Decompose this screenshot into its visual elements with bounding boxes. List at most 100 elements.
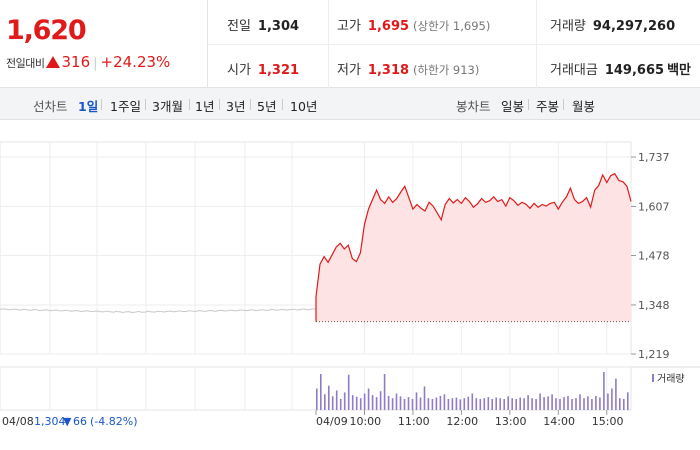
tab-weekly-candle[interactable]: 주봉 — [536, 99, 560, 114]
volume-bar — [475, 398, 478, 410]
change-value: 316 — [61, 53, 91, 71]
tab-divider — [250, 99, 251, 110]
line-chart-label: 선차트 — [33, 99, 68, 114]
volume-bar — [423, 386, 426, 410]
stat-key: 거래량 — [550, 19, 586, 34]
stat-high: 고가 1,695 (상한가 1,695) — [337, 15, 490, 34]
stat-prev-close: 전일 1,304 — [227, 15, 299, 34]
chart-period-tabs: 선차트 1일 1주일 3개월 1년 3년 5년 10년 봉차트 일봉 주봉 월봉 — [0, 88, 700, 120]
tab-1week[interactable]: 1주일 — [110, 99, 141, 114]
volume-bar — [511, 398, 513, 410]
volume-bar — [619, 398, 621, 410]
price-change: 전일대비 316 | +24.23% — [6, 53, 170, 71]
volume-bar — [499, 398, 501, 410]
stat-unit: 백만 — [667, 63, 691, 78]
candle-chart-label: 봉차트 — [456, 99, 491, 114]
volume-bar — [611, 388, 613, 410]
volume-bar — [583, 398, 585, 410]
volume-bar — [575, 398, 577, 410]
volume-bar — [563, 397, 565, 410]
volume-bar — [419, 397, 422, 410]
tab-1year[interactable]: 1년 — [195, 99, 215, 114]
volume-bar — [555, 398, 557, 410]
volume-bar — [571, 399, 573, 410]
tab-monthly-candle[interactable]: 월봉 — [572, 99, 596, 114]
y-tick-label: 1,348 — [638, 299, 670, 312]
volume-bar — [543, 397, 545, 410]
stat-open: 시가 1,321 — [227, 59, 299, 78]
volume-bar — [551, 394, 553, 410]
volume-bar — [339, 399, 342, 410]
stat-value: 149,665 — [604, 63, 665, 78]
volume-bar — [347, 374, 350, 410]
stat-value: 94,297,260 — [592, 19, 676, 34]
volume-bar — [495, 397, 497, 410]
volume-bar — [439, 395, 442, 410]
y-tick-label: 1,478 — [638, 250, 670, 263]
volume-bar — [579, 394, 581, 410]
y-axis: 1,737 1,607 1,478 1,348 1,219 — [631, 151, 670, 361]
volume-bar — [623, 399, 625, 410]
stat-trade-value: 거래대금 149,665 백만 — [550, 59, 691, 78]
y-tick-label: 1,607 — [638, 200, 670, 213]
volume-bar — [443, 394, 446, 410]
tab-daily-candle[interactable]: 일봉 — [501, 99, 525, 114]
volume-bar — [411, 399, 414, 410]
volume-bar — [359, 398, 362, 410]
tab-10year[interactable]: 10년 — [290, 99, 318, 114]
x-tick-label: 04/09 — [316, 415, 348, 428]
volume-bar — [399, 396, 402, 410]
volume-bar — [367, 388, 370, 410]
x-tick-label: 13:00 — [495, 415, 527, 428]
tab-divider — [563, 99, 564, 110]
stat-key: 전일 — [227, 19, 251, 34]
quote-panel: 1,620 전일대비 316 | +24.23% 전일 1,304 고가 1,695 (상한… — [0, 0, 700, 88]
stat-key: 고가 — [337, 19, 361, 34]
volume-bar — [343, 392, 346, 410]
tab-3year[interactable]: 3년 — [226, 99, 246, 114]
volume-bar — [523, 398, 525, 410]
volume-bar — [595, 395, 597, 410]
change-label: 전일대비 — [6, 57, 45, 70]
tab-3month[interactable]: 3개월 — [152, 99, 183, 114]
volume-bar — [451, 398, 454, 410]
tab-divider — [219, 99, 220, 110]
stat-low: 저가 1,318 (하한가 913) — [337, 59, 479, 78]
y-tick-label: 1,219 — [638, 348, 670, 361]
volume-bar — [515, 399, 517, 410]
volume-bar — [535, 399, 537, 410]
row-divider — [208, 44, 700, 45]
prev-day-close: 1,304 — [34, 415, 66, 428]
volume-bar — [375, 397, 378, 410]
volume-bar — [559, 399, 561, 410]
x-tick-label: 11:00 — [398, 415, 430, 428]
volume-bar — [415, 392, 418, 410]
tab-1day[interactable]: 1일 — [78, 99, 99, 114]
x-tick-label: 14:00 — [543, 415, 575, 428]
volume-bar — [491, 399, 493, 410]
prev-day-date: 04/08 — [2, 415, 34, 428]
volume-bar — [615, 378, 617, 410]
volume-bar — [395, 393, 398, 410]
volume-bar — [320, 374, 322, 410]
volume-bar — [435, 397, 438, 410]
tab-5year[interactable]: 5년 — [257, 99, 277, 114]
tab-divider — [101, 99, 102, 110]
tab-divider — [145, 99, 146, 110]
stat-value: 1,304 — [257, 19, 300, 34]
x-tick-label: 10:00 — [349, 415, 381, 428]
volume-bar — [455, 397, 458, 410]
volume-bar — [519, 397, 521, 410]
stat-value: 1,695 — [367, 19, 410, 34]
price-area — [316, 173, 631, 322]
stat-sub: (하한가 913) — [413, 63, 480, 77]
stat-value: 1,321 — [257, 63, 300, 78]
volume-bar — [527, 395, 529, 410]
volume-bar — [379, 391, 382, 410]
column-divider — [536, 0, 537, 88]
volume-bar — [403, 399, 406, 410]
stat-key: 시가 — [227, 63, 251, 78]
volume-bar — [463, 398, 466, 410]
volume-bar — [431, 399, 434, 410]
volume-bar — [331, 396, 334, 410]
